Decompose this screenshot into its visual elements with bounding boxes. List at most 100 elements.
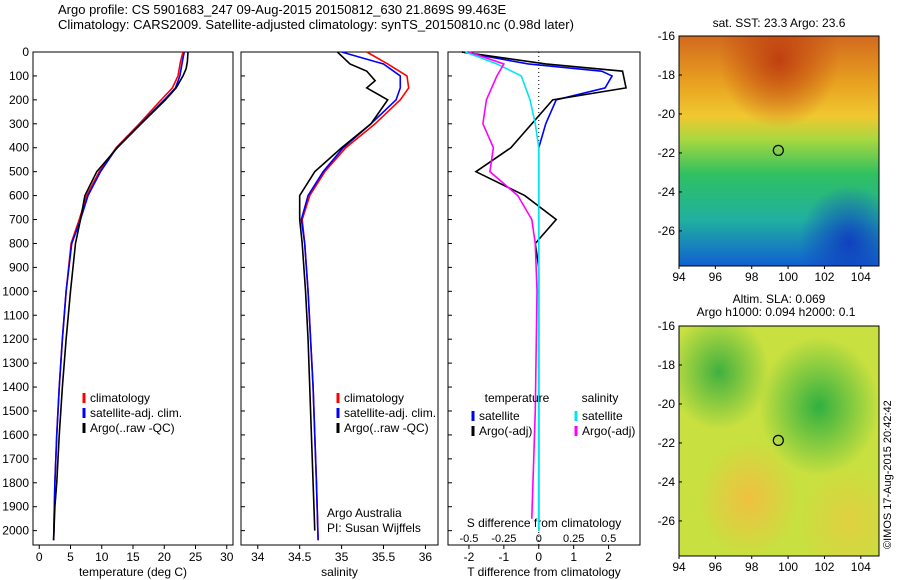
y-tick-label: 1400 <box>2 380 29 394</box>
map-frame <box>678 35 880 267</box>
legend-label: climatology <box>90 391 150 405</box>
y-tick-label: 300 <box>9 117 29 131</box>
y-tick-label: 200 <box>9 93 29 107</box>
x-tick-label: 34.5 <box>288 550 312 564</box>
legend-label: satellite-adj. clim. <box>90 406 182 420</box>
legend-label: satellite <box>582 409 623 423</box>
map-y-tick-label: -18 <box>658 358 676 372</box>
y-tick-label: 1500 <box>2 404 29 418</box>
map-x-tick-label: 98 <box>745 270 759 284</box>
y-tick-label: 1200 <box>2 332 29 346</box>
y-tick-label: 1900 <box>2 500 29 514</box>
map-y-tick-label: -26 <box>658 514 676 528</box>
map-y-tick-label: -16 <box>658 319 676 333</box>
map-x-tick-label: 94 <box>672 560 686 574</box>
x-tick-label: 25 <box>189 550 203 564</box>
y-tick-label: 900 <box>9 260 29 274</box>
map-frame <box>678 325 880 557</box>
plot-frame-1 <box>32 51 234 546</box>
x-tick-label: 36 <box>419 550 433 564</box>
y-tick-label: 800 <box>9 236 29 250</box>
map-y-tick-label: -24 <box>658 475 676 489</box>
x-tick-label: 35 <box>335 550 349 564</box>
map-y-tick-label: -24 <box>658 185 676 199</box>
map-y-tick-label: -20 <box>658 107 676 121</box>
series-line-satellite-adj--clim- <box>300 51 402 541</box>
map-x-tick-label: 100 <box>778 270 798 284</box>
x-tick-label: 1 <box>570 550 577 564</box>
figure-title-line1: Argo profile: CS 5901683_247 09-Aug-2015… <box>58 2 507 17</box>
legend-label: Argo(-adj) <box>582 424 635 438</box>
s-tick-label: 0 <box>536 533 542 545</box>
legend-label: climatology <box>344 391 404 405</box>
x-tick-label: 15 <box>126 550 140 564</box>
x-tick-label: 2 <box>605 550 612 564</box>
x-tick-label: 35.5 <box>372 550 396 564</box>
legend-label: satellite-adj. clim. <box>344 406 436 420</box>
y-tick-label: 1800 <box>2 476 29 490</box>
y-tick-label: 1100 <box>3 308 29 322</box>
s-tick-label: -0.5 <box>459 533 478 545</box>
map-y-tick-label: -22 <box>658 146 676 160</box>
map-y-tick-label: -20 <box>658 397 676 411</box>
x-axis-label: salinity <box>321 565 358 579</box>
argo-position-marker <box>772 434 784 446</box>
s-tick-label: -0.25 <box>491 533 516 545</box>
map-y-tick-label: -16 <box>658 29 676 43</box>
y-tick-label: 500 <box>9 165 29 179</box>
x-tick-label: -1 <box>499 550 510 564</box>
map-x-tick-label: 102 <box>814 270 834 284</box>
y-tick-label: 600 <box>9 189 29 203</box>
x-tick-label: 5 <box>67 550 74 564</box>
argo-position-marker <box>772 144 784 156</box>
map-title: sat. SST: 23.3 Argo: 23.6 <box>713 16 846 30</box>
map-x-tick-label: 96 <box>709 560 723 574</box>
x-tick-label: 10 <box>95 550 109 564</box>
map-x-tick-label: 104 <box>851 560 871 574</box>
map-y-tick-label: -26 <box>658 224 676 238</box>
map-y-tick-label: -18 <box>658 68 676 82</box>
legend-label: Argo(..raw -QC) <box>90 421 175 435</box>
map-x-tick-label: 94 <box>672 270 686 284</box>
y-tick-label: 1600 <box>2 428 29 442</box>
series-line-argo---raw--qc- <box>52 51 189 541</box>
y-tick-label: 100 <box>9 69 29 83</box>
s-tick-label: 0.5 <box>601 533 616 545</box>
x-tick-label: 30 <box>220 550 234 564</box>
map-x-tick-label: 104 <box>851 270 871 284</box>
y-tick-label: 1300 <box>2 356 29 370</box>
figure-title-line2: Climatology: CARS2009. Satellite-adjuste… <box>58 17 574 32</box>
s-tick-label: 0.25 <box>563 533 584 545</box>
legend-title: salinity <box>582 391 619 405</box>
x-tick-label: 0 <box>535 550 542 564</box>
x-tick-label: 34 <box>251 550 265 564</box>
y-tick-label: 0 <box>22 45 29 59</box>
map-shading <box>679 326 879 556</box>
map-x-tick-label: 100 <box>778 560 798 574</box>
map-subtitle: Argo h1000: 0.094 h2000: 0.1 <box>697 305 856 319</box>
x-axis-label: T difference from climatology <box>467 565 621 579</box>
plot-frame-2 <box>240 51 439 546</box>
legend-label: satellite <box>479 409 520 423</box>
map-x-tick-label: 98 <box>745 560 759 574</box>
map-title: Altim. SLA: 0.069 <box>733 292 826 306</box>
y-tick-label: 1000 <box>2 284 29 298</box>
x-tick-label: -2 <box>464 550 475 564</box>
legend-label: Argo(-adj) <box>479 424 532 438</box>
series-line-satellite-adj--clim- <box>52 51 186 541</box>
credit-argo: Argo Australia <box>327 506 402 520</box>
series-line-argo---raw--qc- <box>298 51 389 531</box>
y-tick-label: 2000 <box>2 524 29 538</box>
map-x-tick-label: 102 <box>814 560 834 574</box>
y-tick-label: 700 <box>9 213 29 227</box>
x-tick-label: 0 <box>36 550 43 564</box>
legend-title: temperature <box>485 391 550 405</box>
x-axis-label: temperature (deg C) <box>79 565 187 579</box>
map-shading <box>679 36 879 266</box>
credit-pi: PI: Susan Wijffels <box>327 521 421 535</box>
plot-frame-3 <box>447 51 641 546</box>
series-line-satellite <box>465 51 540 531</box>
y-tick-label: 400 <box>9 141 29 155</box>
y-tick-label: 1700 <box>2 452 29 466</box>
